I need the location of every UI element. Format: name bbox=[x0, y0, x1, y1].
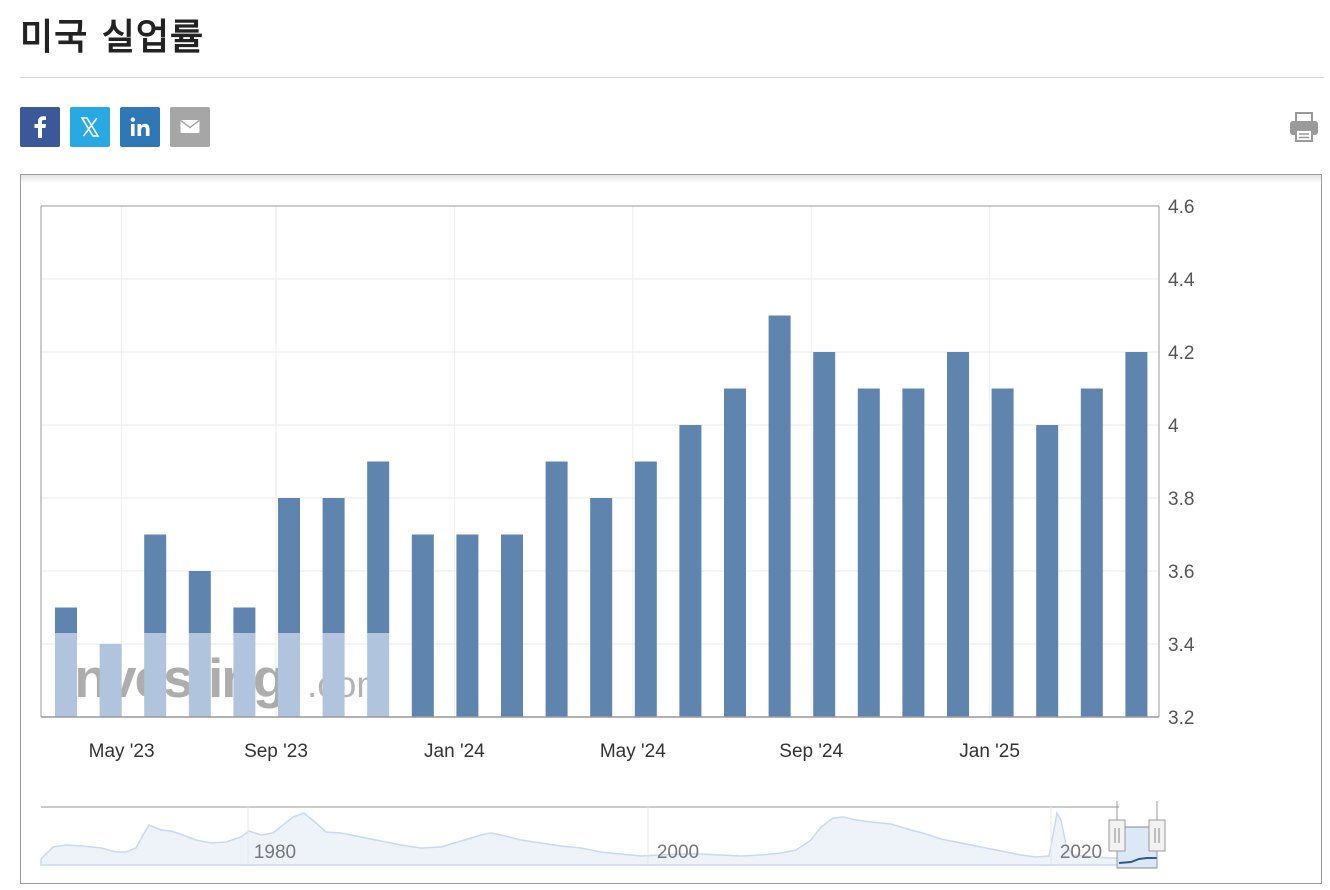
y-tick-label: 4.4 bbox=[1168, 270, 1195, 291]
x-share-button[interactable] bbox=[70, 107, 110, 147]
bar-lower-Jul '23 bbox=[188, 633, 211, 717]
y-tick-label: 4.2 bbox=[1168, 343, 1194, 364]
y-tick-label: 3.4 bbox=[1168, 635, 1195, 656]
bar-Nov '24[interactable] bbox=[902, 388, 925, 718]
y-tick-label: 3.2 bbox=[1168, 708, 1194, 729]
bar-lower-Apr '23 bbox=[55, 633, 77, 717]
linkedin-icon bbox=[120, 107, 160, 147]
navigator-year-label: 1980 bbox=[254, 842, 296, 863]
page-title: 미국 실업률 bbox=[20, 17, 205, 58]
bar-Oct '24[interactable] bbox=[857, 388, 880, 718]
navigator-right-handle[interactable] bbox=[1148, 819, 1166, 852]
linkedin-share-button[interactable] bbox=[120, 107, 160, 147]
bar-Jan '24[interactable] bbox=[456, 534, 479, 718]
bar-Apr '23[interactable] bbox=[55, 607, 77, 634]
x-tick-label: Sep '23 bbox=[244, 741, 308, 762]
bar-Jun '24[interactable] bbox=[679, 425, 702, 717]
x-tick-label: May '23 bbox=[89, 741, 155, 762]
bar-May '24[interactable] bbox=[634, 461, 657, 718]
bar-Mar '25[interactable] bbox=[1080, 388, 1103, 718]
bar-Dec '23[interactable] bbox=[411, 534, 434, 718]
navigator-year-label: 2000 bbox=[657, 842, 699, 863]
bar-lower-Aug '23 bbox=[233, 633, 256, 717]
y-tick-label: 3.6 bbox=[1168, 562, 1194, 583]
bar-Sep '23[interactable] bbox=[278, 498, 300, 634]
navigator-left-handle[interactable] bbox=[1108, 819, 1126, 852]
chart-container: 4.6 4.4 4.2 4 3.8 3.6 3.4 3.2 Investing .com May '… bbox=[20, 174, 1322, 884]
bar-lower-May '23 bbox=[99, 644, 122, 717]
title-divider bbox=[20, 77, 1324, 78]
printer-icon bbox=[1290, 112, 1318, 142]
bar-Dec '24[interactable] bbox=[947, 352, 969, 717]
navigator-selected-line bbox=[1118, 857, 1157, 864]
bar-Sep '24[interactable] bbox=[813, 352, 836, 717]
bar-Apr '25[interactable] bbox=[1125, 352, 1148, 717]
bar-Jul '23[interactable] bbox=[188, 571, 211, 634]
bar-lower-Sep '23 bbox=[278, 633, 300, 717]
x-tick-label: Jan '25 bbox=[959, 741, 1020, 762]
bar-Feb '24[interactable] bbox=[501, 534, 523, 718]
bar-Feb '25[interactable] bbox=[1036, 425, 1059, 717]
y-tick-label: 3.8 bbox=[1168, 489, 1194, 510]
bar-Nov '23[interactable] bbox=[367, 461, 390, 634]
x-icon bbox=[70, 107, 110, 147]
y-tick-label: 4 bbox=[1168, 416, 1179, 437]
bar-lower-Oct '23 bbox=[322, 633, 345, 717]
bar-Apr '24[interactable] bbox=[590, 498, 613, 717]
bar-Aug '23[interactable] bbox=[233, 607, 256, 634]
x-tick-label: May '24 bbox=[600, 741, 666, 762]
bar-Jun '23[interactable] bbox=[144, 534, 167, 634]
bar-Mar '24[interactable] bbox=[545, 461, 568, 718]
navigator-year-label: 2020 bbox=[1060, 842, 1102, 863]
bar-Jan '25[interactable] bbox=[991, 388, 1014, 718]
x-tick-label: Sep '24 bbox=[779, 741, 843, 762]
chart-top-shadow bbox=[21, 175, 1321, 183]
bar-lower-Nov '23 bbox=[367, 633, 390, 717]
email-icon bbox=[170, 107, 210, 147]
print-button[interactable] bbox=[1288, 110, 1320, 144]
facebook-icon bbox=[20, 107, 60, 147]
bar-Oct '23[interactable] bbox=[322, 498, 345, 634]
facebook-share-button[interactable] bbox=[20, 107, 60, 147]
bar-lower-Jun '23 bbox=[144, 633, 167, 717]
navigator-series-area bbox=[40, 810, 1120, 866]
bar-Aug '24[interactable] bbox=[768, 315, 791, 718]
x-tick-label: Jan '24 bbox=[424, 741, 485, 762]
bar-Jul '24[interactable] bbox=[724, 388, 746, 718]
email-share-button[interactable] bbox=[170, 107, 210, 147]
y-tick-label: 4.6 bbox=[1168, 197, 1194, 218]
